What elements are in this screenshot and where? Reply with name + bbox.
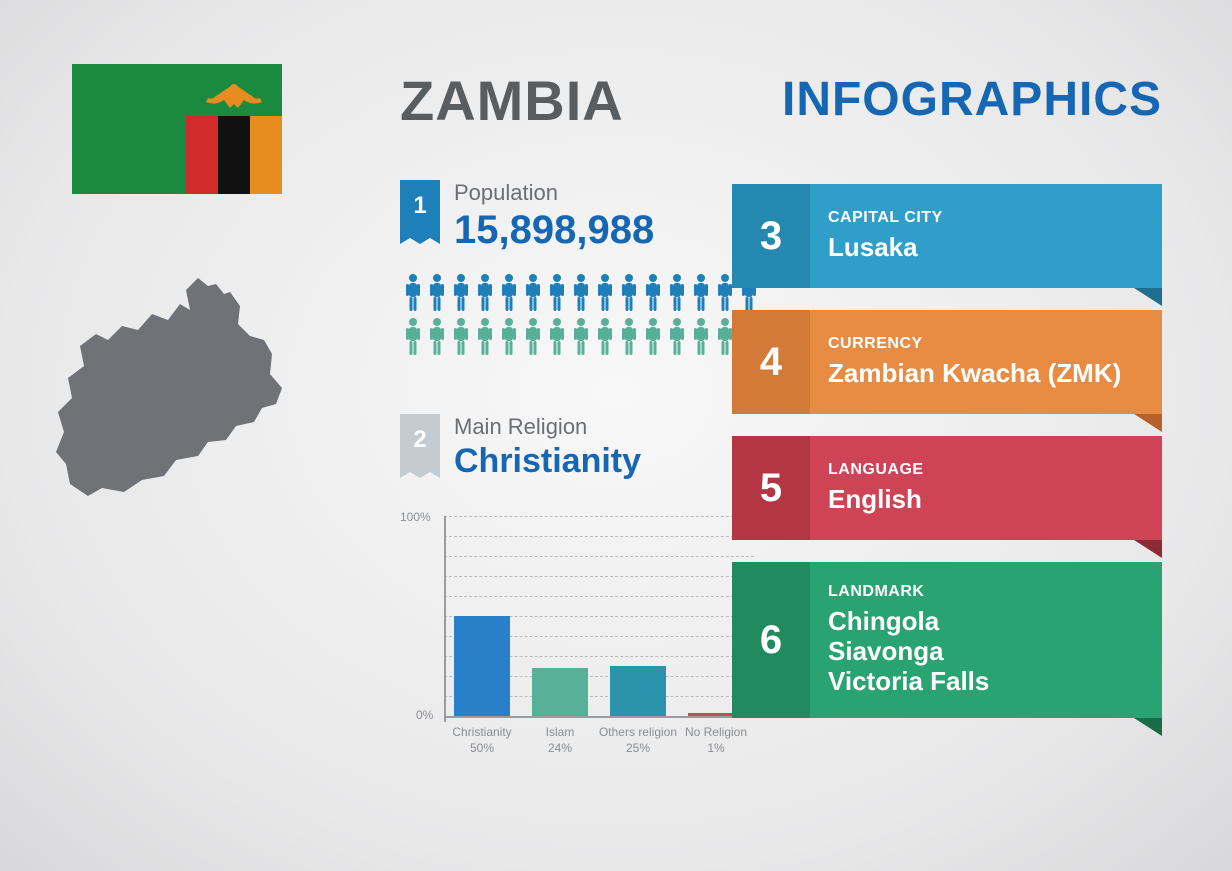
y-axis-line <box>444 516 446 722</box>
card-body: LANDMARK ChingolaSiavongaVictoria Falls <box>810 583 989 697</box>
badge-1: 1 <box>400 180 440 232</box>
person-icon <box>548 273 566 313</box>
people-row-1 <box>404 273 758 313</box>
card-label: CURRENCY <box>828 335 1121 353</box>
card-number: 5 <box>732 436 810 540</box>
person-icon <box>692 273 710 313</box>
fact-card-currency: 4 CURRENCY Zambian Kwacha (ZMK) <box>732 310 1162 414</box>
bar-others-religion <box>610 666 666 716</box>
flag-stripe-orange <box>250 116 282 194</box>
person-icon <box>692 317 710 357</box>
fact-card-capital-city: 3 CAPITAL CITY Lusaka <box>732 184 1162 288</box>
badge-2-number: 2 <box>413 426 426 454</box>
person-icon <box>404 317 422 357</box>
card-body: LANGUAGE English <box>810 461 924 515</box>
person-icon <box>452 273 470 313</box>
bar-label: Others religion25% <box>598 724 678 756</box>
person-icon <box>548 317 566 357</box>
person-icon <box>500 317 518 357</box>
person-icon <box>524 317 542 357</box>
person-icon <box>668 317 686 357</box>
person-icon <box>428 317 446 357</box>
card-body: CAPITAL CITY Lusaka <box>810 209 943 263</box>
population-section: 1 Population 15,898,988 <box>400 180 758 357</box>
religion-section: 2 Main Religion Christianity <box>400 414 641 481</box>
people-icons <box>404 273 758 357</box>
bar-islam <box>532 668 588 716</box>
card-number: 3 <box>732 184 810 288</box>
person-icon <box>644 273 662 313</box>
card-value: Lusaka <box>828 233 943 263</box>
bar-label: No Religion1% <box>676 724 756 756</box>
flag-stripe-black <box>218 116 250 194</box>
bar-label: Islam24% <box>520 724 600 756</box>
infographics-title: INFOGRAPHICS <box>782 72 1162 127</box>
country-title: ZAMBIA <box>400 68 624 133</box>
religion-label: Main Religion <box>454 414 641 440</box>
eagle-icon <box>204 78 264 114</box>
person-icon <box>668 273 686 313</box>
badge-2: 2 <box>400 414 440 466</box>
person-icon <box>476 273 494 313</box>
zambia-map-icon <box>48 270 328 510</box>
fact-cards: 3 CAPITAL CITY Lusaka 4 CURRENCY Zambian Kwac… <box>732 184 1162 718</box>
person-icon <box>500 273 518 313</box>
person-icon <box>572 273 590 313</box>
person-icon <box>620 317 638 357</box>
population-label: Population <box>454 180 654 206</box>
person-icon <box>572 317 590 357</box>
badge-1-number: 1 <box>413 192 426 220</box>
people-row-2 <box>404 317 758 357</box>
person-icon <box>524 273 542 313</box>
card-label: LANGUAGE <box>828 461 924 479</box>
card-label: CAPITAL CITY <box>828 209 943 227</box>
person-icon <box>452 317 470 357</box>
y-axis-top-label: 100% <box>400 510 431 524</box>
person-icon <box>596 317 614 357</box>
x-axis-line <box>444 716 754 718</box>
person-icon <box>404 273 422 313</box>
card-body: CURRENCY Zambian Kwacha (ZMK) <box>810 335 1121 389</box>
card-value: Zambian Kwacha (ZMK) <box>828 359 1121 389</box>
person-icon <box>596 273 614 313</box>
card-value: English <box>828 485 924 515</box>
y-axis-bottom-label: 0% <box>416 708 433 722</box>
person-icon <box>620 273 638 313</box>
fact-card-language: 5 LANGUAGE English <box>732 436 1162 540</box>
flag-stripes <box>186 116 282 194</box>
card-number: 4 <box>732 310 810 414</box>
flag-stripe-red <box>186 116 218 194</box>
card-label: LANDMARK <box>828 583 989 601</box>
person-icon <box>644 317 662 357</box>
person-icon <box>476 317 494 357</box>
card-value: ChingolaSiavongaVictoria Falls <box>828 607 989 697</box>
bar-label: Christianity50% <box>442 724 522 756</box>
card-number: 6 <box>732 562 810 718</box>
infographic-root: ZAMBIA INFOGRAPHICS 1 Population 15,898,… <box>0 0 1232 871</box>
fact-card-landmark: 6 LANDMARK ChingolaSiavongaVictoria Falls <box>732 562 1162 718</box>
zambia-flag <box>72 64 282 194</box>
religion-bar-chart: 100% 0% Christianity50%Islam24%Others re… <box>396 508 766 778</box>
religion-value: Christianity <box>454 442 641 481</box>
person-icon <box>428 273 446 313</box>
population-value: 15,898,988 <box>454 208 654 253</box>
bar-christianity <box>454 616 510 716</box>
